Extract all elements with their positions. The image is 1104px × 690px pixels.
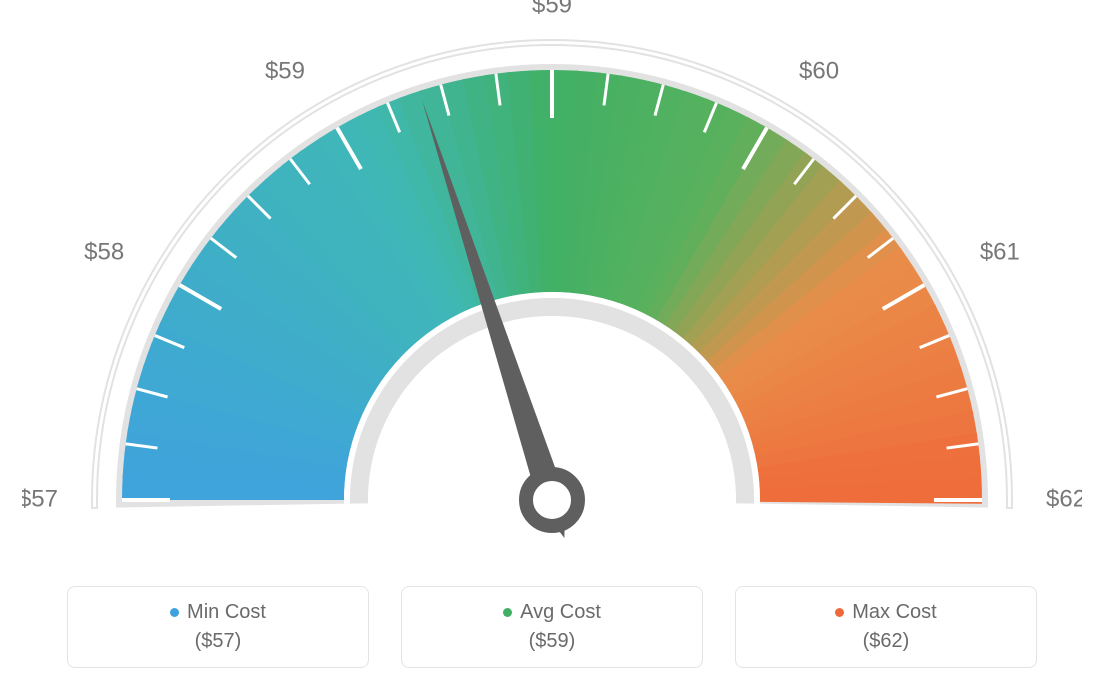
legend-avg-title: Avg Cost (503, 601, 601, 624)
svg-text:$58: $58 (84, 238, 124, 265)
legend-max-label: Max Cost (852, 601, 936, 624)
legend-max-dot (835, 608, 844, 617)
svg-text:$59: $59 (532, 0, 572, 18)
svg-text:$61: $61 (980, 238, 1020, 265)
legend-avg-value: ($59) (529, 630, 576, 653)
legend-avg-card: Avg Cost ($59) (401, 586, 703, 668)
svg-text:$57: $57 (22, 485, 58, 512)
gauge-svg: $57 $58 $59 $59 $60 $61 $62 (22, 0, 1082, 560)
gauge-area: $57 $58 $59 $59 $60 $61 $62 (0, 0, 1104, 560)
cost-gauge-container: $57 $58 $59 $59 $60 $61 $62 Min Cost ($57) Avg… (0, 0, 1104, 690)
legend-max-value: ($62) (863, 630, 910, 653)
legend-max-title: Max Cost (835, 601, 936, 624)
legend-min-card: Min Cost ($57) (67, 586, 369, 668)
legend-min-label: Min Cost (187, 601, 266, 624)
svg-text:$59: $59 (265, 58, 305, 85)
legend-row: Min Cost ($57) Avg Cost ($59) Max Cost (… (0, 586, 1104, 668)
legend-min-value: ($57) (195, 630, 242, 653)
legend-avg-dot (503, 608, 512, 617)
legend-min-dot (170, 608, 179, 617)
svg-text:$60: $60 (799, 58, 839, 85)
legend-min-title: Min Cost (170, 601, 266, 624)
legend-avg-label: Avg Cost (520, 601, 601, 624)
legend-max-card: Max Cost ($62) (735, 586, 1037, 668)
svg-text:$62: $62 (1046, 485, 1082, 512)
